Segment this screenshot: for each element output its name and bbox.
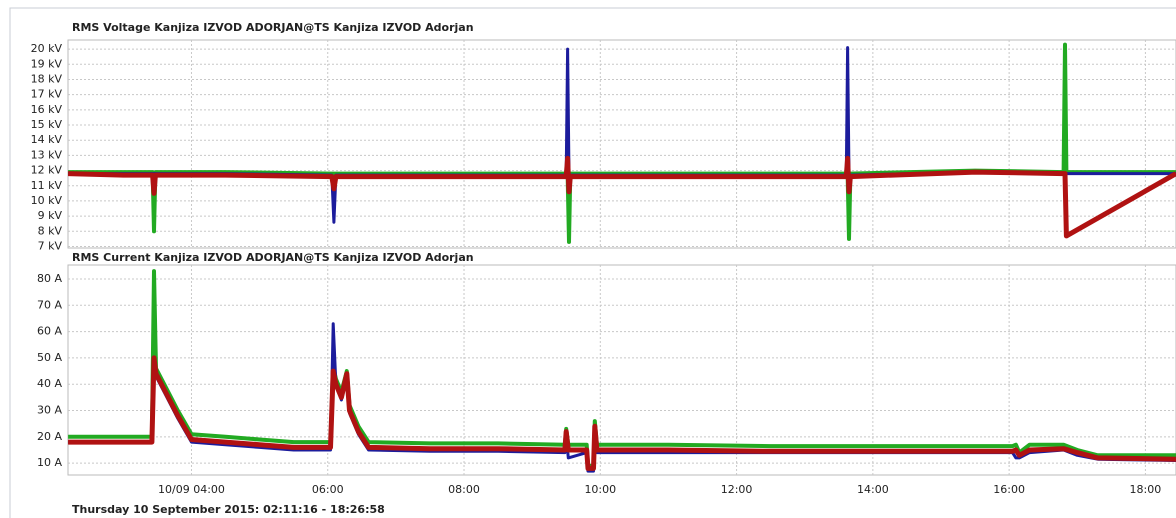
plot-area — [67, 264, 1176, 476]
series-line — [68, 155, 1176, 239]
y-tick-label: 18 kV — [31, 72, 63, 85]
time-range: Thursday 10 September 2015: 02:11:16 - 1… — [72, 503, 385, 516]
x-tick-label: 10/09 04:00 — [158, 483, 225, 496]
x-tick-label: 10:00 — [584, 483, 616, 496]
y-tick-label: 15 kV — [31, 118, 63, 131]
y-tick-label: 9 kV — [38, 209, 63, 222]
y-tick-label: 10 A — [37, 456, 62, 469]
y-tick-label: 40 A — [37, 377, 62, 390]
y-tick-label: 17 kV — [31, 88, 63, 101]
x-tick-label: 12:00 — [721, 483, 753, 496]
plot-area — [67, 39, 1176, 249]
y-tick-label: 80 A — [37, 272, 62, 285]
y-tick-label: 13 kV — [31, 148, 63, 161]
y-tick-label: 16 kV — [31, 103, 63, 116]
y-tick-label: 30 A — [37, 404, 62, 417]
y-tick-label: 7 kV — [38, 239, 63, 252]
x-tick-label: 08:00 — [448, 483, 480, 496]
chart-title: RMS Voltage Kanjiza IZVOD ADORJAN@TS Kan… — [72, 21, 474, 34]
y-tick-label: 19 kV — [31, 57, 63, 70]
x-tick-label: 06:00 — [312, 483, 344, 496]
x-tick-label: 18:00 — [1130, 483, 1162, 496]
y-tick-label: 10 kV — [31, 194, 63, 207]
chart-title: RMS Current Kanjiza IZVOD ADORJAN@TS Kan… — [72, 251, 474, 264]
y-tick-label: 20 kV — [31, 42, 63, 55]
y-tick-label: 70 A — [37, 298, 62, 311]
series-line — [68, 355, 1176, 471]
y-tick-label: 8 kV — [38, 224, 63, 237]
y-tick-label: 12 kV — [31, 164, 63, 177]
x-tick-label: 16:00 — [993, 483, 1025, 496]
y-tick-label: 11 kV — [31, 179, 63, 192]
x-tick-label: 14:00 — [857, 483, 889, 496]
y-tick-label: 14 kV — [31, 133, 63, 146]
y-tick-label: 60 A — [37, 325, 62, 338]
y-tick-label: 50 A — [37, 351, 62, 364]
series-line — [68, 269, 1176, 468]
y-tick-label: 20 A — [37, 430, 62, 443]
